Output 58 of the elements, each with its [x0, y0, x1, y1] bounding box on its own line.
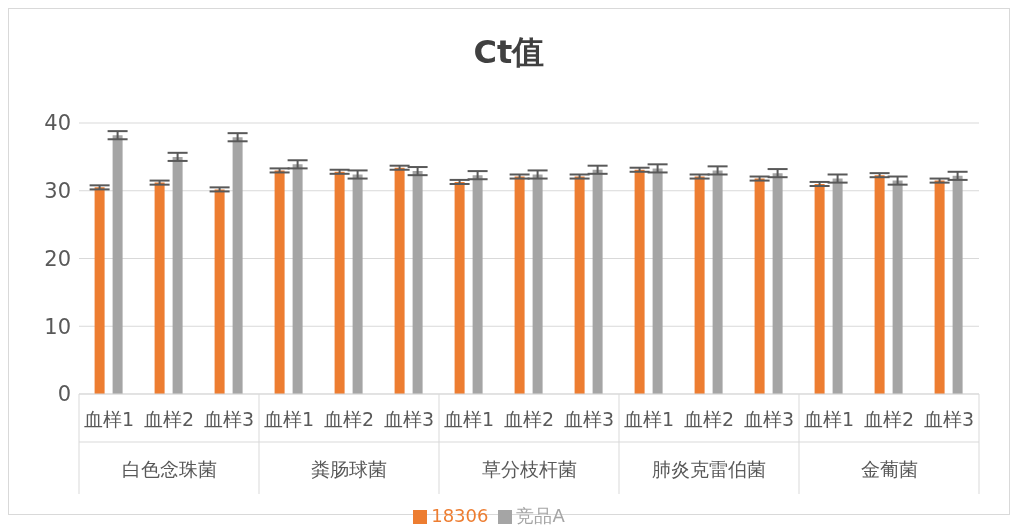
x-tick-label: 血样1 [803, 408, 855, 430]
bar [274, 170, 285, 394]
bar [334, 171, 345, 394]
bar [814, 183, 825, 394]
bar [214, 189, 225, 394]
text: 肺炎克雷伯菌 [652, 458, 766, 480]
bar [712, 170, 723, 394]
bar [874, 175, 885, 394]
chart-title: Ct值 [472, 32, 546, 73]
bar [394, 167, 405, 394]
x-tick-label: 血样2 [683, 408, 735, 430]
bar [472, 175, 483, 394]
y-tick-label: 10 [44, 314, 71, 339]
x-tick-label: 血样1 [263, 408, 315, 430]
bar [892, 180, 903, 394]
y-tick-label: 20 [44, 246, 71, 271]
bar [694, 176, 705, 394]
x-tick-label: 血样3 [203, 408, 255, 430]
legend-label: 竞品A [516, 505, 565, 525]
bar [232, 137, 243, 394]
x-tick-label: 血样1 [623, 408, 675, 430]
bar [934, 180, 945, 394]
x-tick-label: 血样1 [443, 408, 495, 430]
x-tick-label: 血样2 [863, 408, 915, 430]
bar [352, 174, 363, 394]
x-tick-label: 血样2 [323, 408, 375, 430]
bar [952, 175, 963, 394]
bar [652, 168, 663, 394]
bar [532, 174, 543, 394]
text: 白色念珠菌 [121, 458, 217, 480]
y-tick-label: 0 [57, 382, 71, 407]
bar [292, 164, 303, 394]
x-tick-label: 血样2 [143, 408, 195, 430]
bar [772, 173, 783, 394]
bar [454, 181, 465, 394]
x-tick-label: 血样2 [503, 408, 555, 430]
x-tick-label: 血样3 [923, 408, 975, 430]
y-tick-label: 30 [44, 179, 71, 204]
text: 草分枝杆菌 [481, 458, 577, 480]
bar [94, 187, 105, 394]
y-tick-label: 40 [44, 111, 71, 136]
x-tick-label: 血样3 [743, 408, 795, 430]
bar [592, 169, 603, 394]
bar [412, 171, 423, 394]
bar [172, 156, 183, 394]
bar [514, 176, 525, 394]
text: 粪肠球菌 [311, 458, 387, 480]
bar [832, 178, 843, 394]
bar [112, 135, 123, 394]
legend-label: 18306 [431, 505, 489, 525]
bar [634, 169, 645, 394]
x-tick-label: 血样3 [563, 408, 615, 430]
x-tick-label: 血样3 [383, 408, 435, 430]
bar [154, 182, 165, 394]
x-tick-label: 血样1 [83, 408, 135, 430]
bar [574, 176, 585, 394]
bar [754, 178, 765, 394]
text: 金葡菌 [860, 458, 918, 480]
